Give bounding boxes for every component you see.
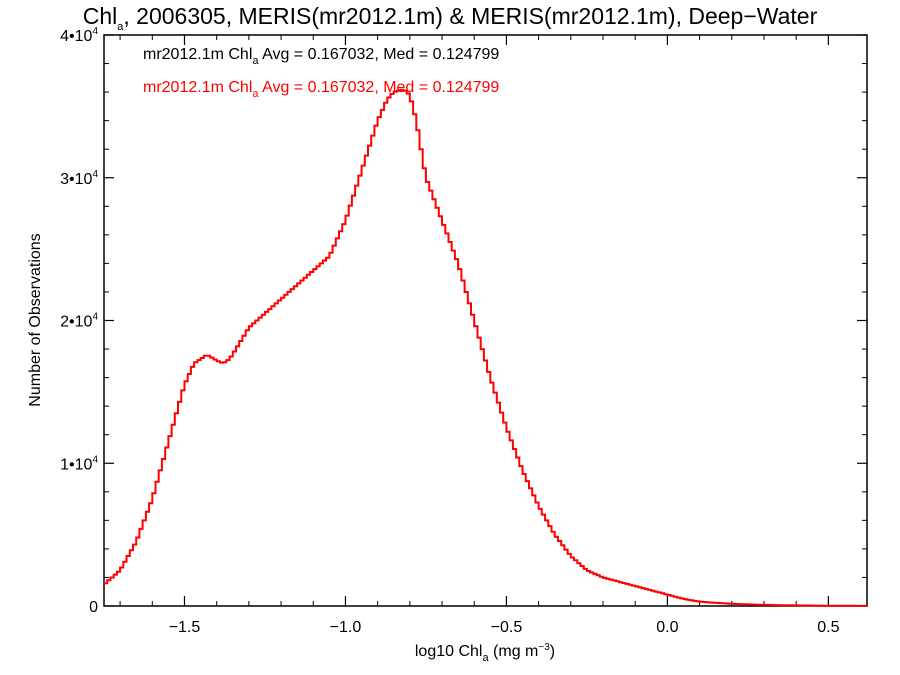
chart-title: Chla, 2006305, MERIS(mr2012.1m) & MERIS(… bbox=[83, 3, 818, 33]
x-axis: −1.5 −1.0 −0.5 0.0 0.5 bbox=[119, 35, 840, 636]
x-tick-label: 0.0 bbox=[656, 619, 678, 636]
x-axis-label: log10 Chla (mg m−3) bbox=[415, 642, 555, 664]
x-tick-label: −0.5 bbox=[491, 619, 523, 636]
x-tick-label: −1.5 bbox=[169, 619, 201, 636]
y-axis-label: Number of Observations bbox=[27, 233, 44, 406]
y-axis: 0 1•104 2•104 3•104 4•104 bbox=[60, 26, 867, 616]
y-tick-label: 1•104 bbox=[60, 454, 98, 473]
y-tick-label: 3•104 bbox=[60, 169, 98, 188]
series-line-0 bbox=[104, 88, 867, 607]
x-tick-label: 0.5 bbox=[817, 619, 839, 636]
x-tick-label: −1.0 bbox=[330, 619, 362, 636]
y-tick-label: 0 bbox=[89, 599, 98, 616]
legend-entry-black: mr2012.1m Chla Avg = 0.167032, Med = 0.1… bbox=[143, 46, 499, 67]
series-layer bbox=[104, 88, 867, 607]
y-tick-label: 4•104 bbox=[60, 26, 98, 45]
plot-area-frame bbox=[103, 34, 868, 607]
y-tick-label: 2•104 bbox=[60, 312, 98, 331]
legend-entry-red: mr2012.1m Chla Avg = 0.167032, Med = 0.1… bbox=[143, 79, 499, 100]
